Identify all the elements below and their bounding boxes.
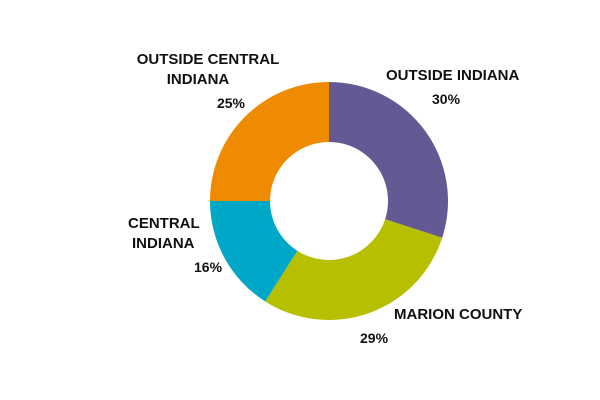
slice-name-marion-county: MARION COUNTY <box>394 306 523 323</box>
label-outside-indiana: OUTSIDE INDIANA 30% <box>386 66 519 109</box>
slice-value-marion-county: 29% <box>360 330 389 346</box>
donut-slices <box>210 82 448 321</box>
slice-central-indiana <box>210 201 298 302</box>
slice-value-outside-indiana: 30% <box>432 91 461 107</box>
label-marion-county: MARION COUNTY 29% <box>360 305 523 348</box>
slice-marion-county <box>265 219 443 321</box>
slice-value-outside-central-indiana: 25% <box>216 95 246 111</box>
slice-name-central-indiana-line2: INDIANA <box>132 235 195 252</box>
slice-outside-indiana <box>329 82 448 238</box>
slice-name-outside-central-indiana-line1: OUTSIDE CENTRAL <box>136 51 280 68</box>
label-outside-central-indiana: OUTSIDE CENTRAL INDIANA 25% <box>130 50 286 113</box>
slice-name-outside-central-indiana-line2: INDIANA <box>166 71 230 88</box>
slice-value-central-indiana: 16% <box>194 259 223 275</box>
slice-name-central-indiana-line1: CENTRAL <box>128 215 200 232</box>
slice-outside-central-indiana <box>210 82 329 201</box>
label-central-indiana: CENTRAL INDIANA 16% <box>128 214 223 277</box>
slice-name-outside-indiana: OUTSIDE INDIANA <box>386 67 520 84</box>
